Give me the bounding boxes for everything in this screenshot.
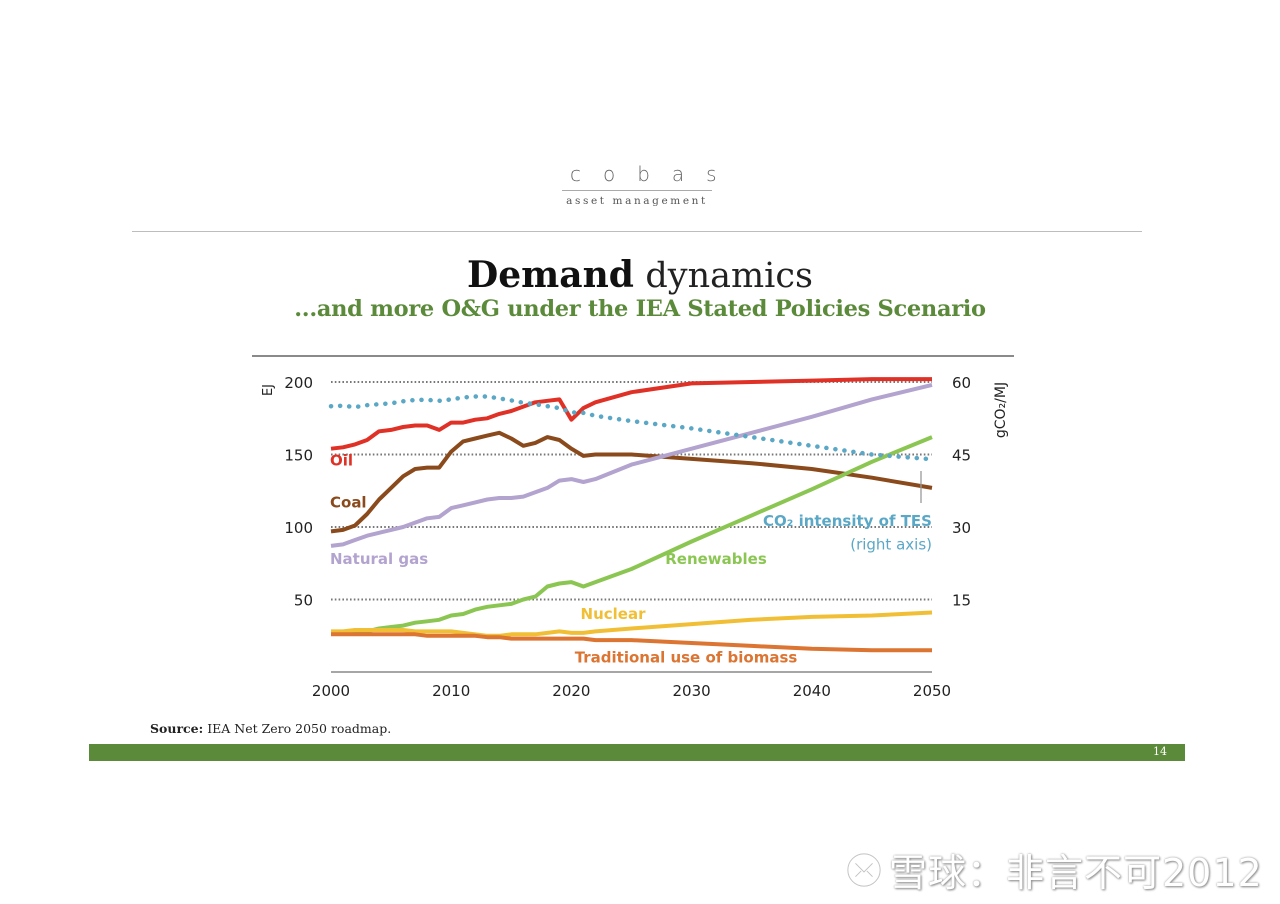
series-natural-gas	[330, 382, 933, 548]
x-tick-label: 2010	[432, 682, 470, 700]
title-light: dynamics	[645, 256, 813, 296]
source-note: Source: IEA Net Zero 2050 roadmap.	[150, 721, 391, 736]
series-label: Nuclear	[581, 605, 647, 623]
x-tick-label: 2050	[913, 682, 951, 700]
source-text: IEA Net Zero 2050 roadmap.	[207, 721, 392, 736]
series-line	[328, 394, 935, 462]
series-label: Traditional use of biomass	[575, 649, 798, 667]
series-label: Oil	[330, 451, 353, 469]
label-layer: Oil Coal Natural gas Renewables Nuclear Tradi…	[330, 451, 932, 666]
y-axis-label: EJ	[261, 384, 276, 396]
series-label: Natural gas	[330, 550, 428, 568]
y-right-tick-label: 60	[952, 374, 971, 392]
footer-bar: 14	[89, 744, 1185, 761]
y-tick-label: 100	[284, 519, 313, 537]
x-tick-label: 2020	[552, 682, 590, 700]
x-tick-label: 2030	[673, 682, 711, 700]
axis-layer: 50 100 150 200 15 30 45 60 2000 2010 2020 2030 2040 2…	[261, 374, 1009, 700]
page-subtitle: ...and more O&G under the IEA Stated Pol…	[294, 296, 986, 322]
series-label: Renewables	[665, 550, 767, 568]
series-renewables	[331, 435, 933, 635]
logo-divider	[562, 190, 712, 191]
series-layer	[328, 377, 935, 653]
series-label: CO₂ intensity of TES	[763, 512, 932, 530]
y-tick-label: 200	[284, 374, 313, 392]
y-right-tick-label: 30	[952, 519, 971, 537]
series-line	[330, 377, 932, 451]
series-line	[331, 632, 932, 653]
page-number: 14	[1153, 745, 1167, 758]
page-title: Demand dynamics	[0, 253, 1280, 298]
snowball-logo-icon	[845, 851, 883, 888]
y-right-axis-label: gCO₂/MJ	[993, 382, 1009, 438]
series-line	[331, 435, 933, 635]
y-tick-label: 150	[284, 447, 313, 465]
watermark: 雪球：非言不可2012	[845, 842, 1263, 897]
series-oil	[330, 377, 932, 451]
series-coal	[330, 430, 933, 534]
series-line	[330, 382, 933, 548]
title-bold: Demand	[467, 254, 634, 296]
series-line	[330, 430, 933, 534]
y-right-tick-label: 45	[952, 447, 971, 465]
series-label: Coal	[330, 493, 367, 511]
cobas-logo: cobas asset management	[560, 160, 739, 207]
series-label: (right axis)	[850, 535, 932, 553]
y-tick-label: 50	[294, 592, 313, 610]
watermark-text: 雪球：非言不可2012	[889, 851, 1263, 895]
source-label: Source:	[150, 721, 204, 736]
logo-tagline: asset management	[566, 195, 708, 207]
series-traditional-use-of-biomass	[331, 632, 932, 653]
logo-wordmark: cobas	[570, 162, 739, 186]
header-divider	[132, 231, 1142, 232]
chart-top-rule	[252, 355, 1014, 357]
y-right-tick-label: 15	[952, 592, 971, 610]
x-tick-label: 2000	[312, 682, 350, 700]
series-co-intensity-of-tes-right-axis	[328, 394, 935, 462]
x-tick-label: 2040	[793, 682, 831, 700]
